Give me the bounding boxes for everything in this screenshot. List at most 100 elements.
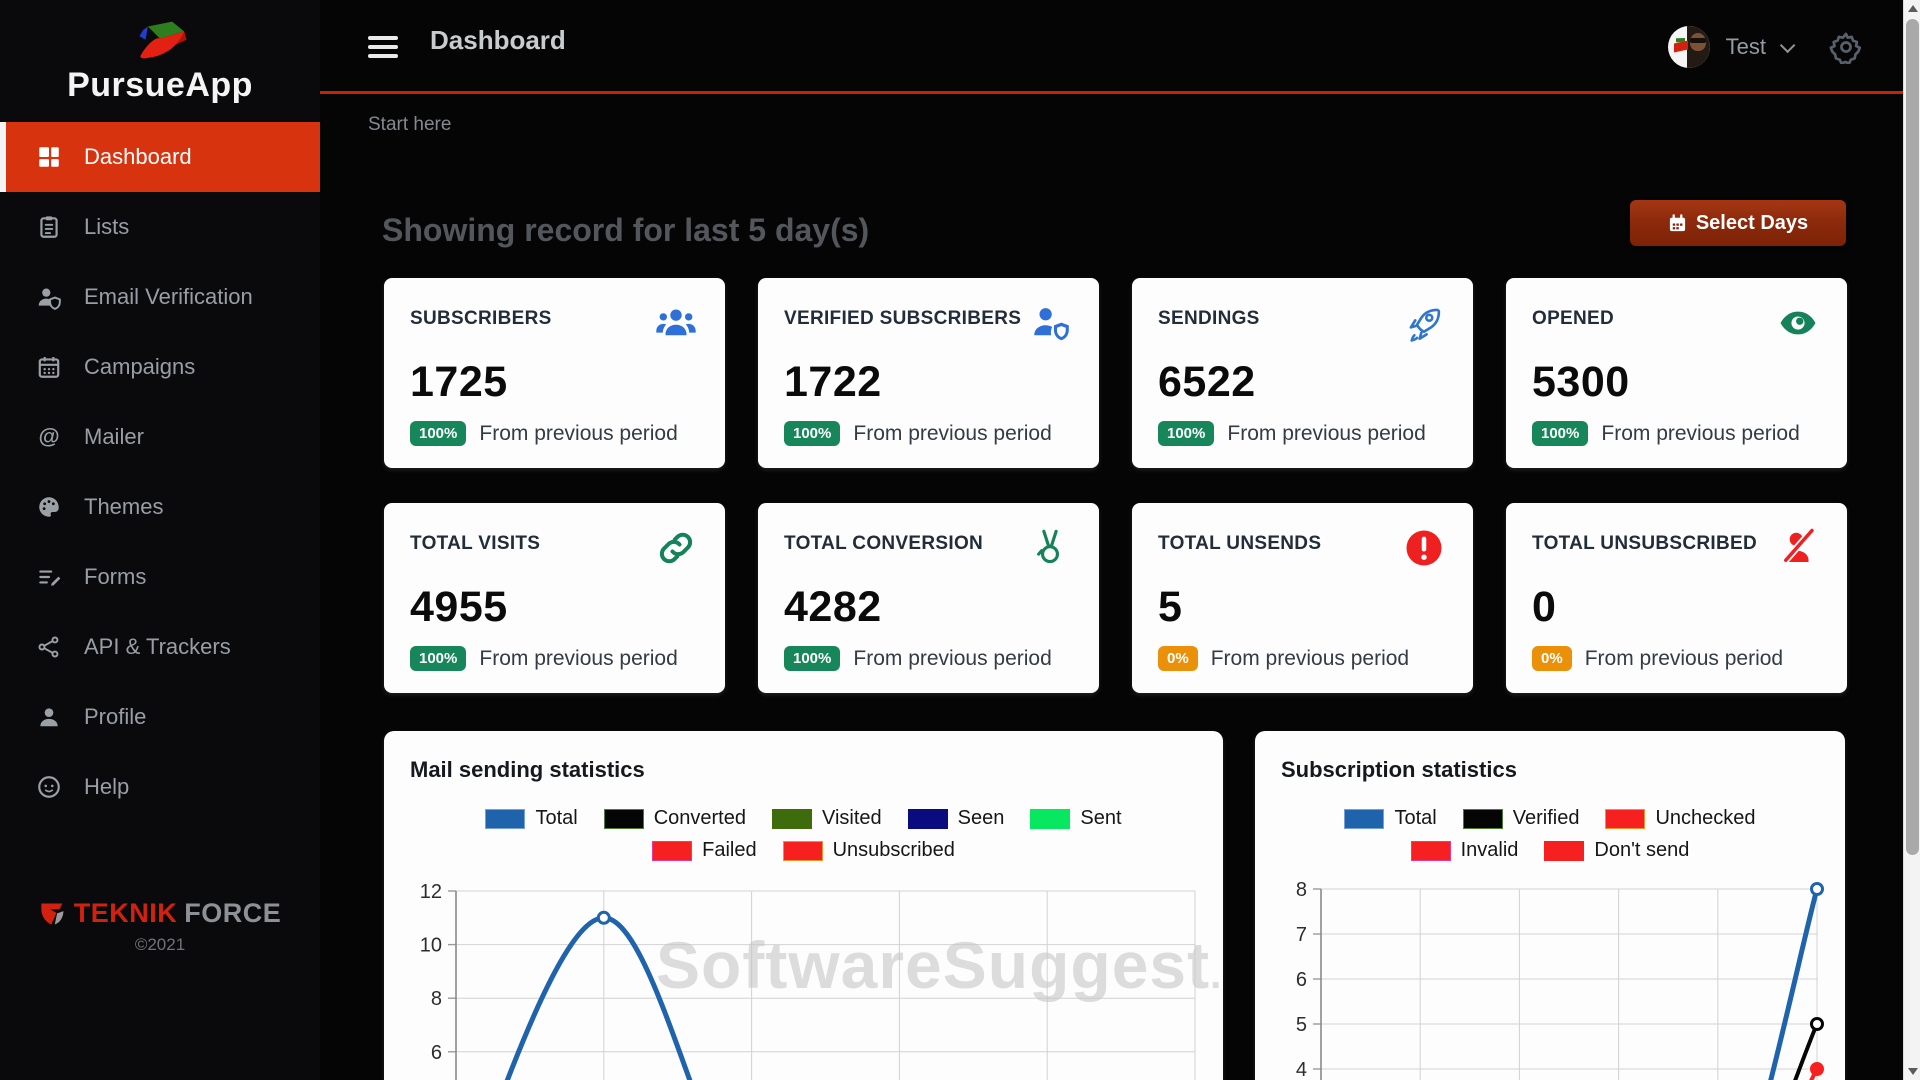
chart-legend: Total Verified Unchecked Invalid Don't send [1255, 807, 1845, 862]
legend-label: Failed [702, 839, 757, 861]
legend-swatch [782, 840, 823, 861]
legend-label: Visited [821, 807, 882, 829]
stat-card-label: SUBSCRIBERS [410, 308, 552, 329]
stat-card-label: TOTAL CONVERSION [784, 533, 984, 554]
legend-swatch [1605, 808, 1646, 829]
sidebar-item-lists[interactable]: Lists [0, 192, 320, 262]
legend-item-total[interactable]: Total [485, 807, 578, 830]
stat-card-value: 5300 [1532, 358, 1630, 406]
percentage-badge: 100% [784, 421, 841, 446]
sidebar: PursueApp Dashboard Lists Email Verificati… [0, 0, 320, 1080]
gear-icon[interactable] [1829, 30, 1863, 65]
dashboard-icon [36, 144, 62, 170]
percentage-badge: 100% [1158, 421, 1215, 446]
legend-swatch [603, 808, 644, 829]
legend-item-unchecked[interactable]: Unchecked [1605, 807, 1756, 830]
line-chart: 876543210 [1275, 877, 1825, 1080]
mailer-icon: @ [36, 424, 62, 450]
legend-swatch [485, 808, 526, 829]
top-bar: Dashboard Test [320, 0, 1903, 94]
forms-icon [36, 564, 62, 590]
stat-card-label: TOTAL VISITS [410, 533, 541, 554]
stat-card-label: TOTAL UNSENDS [1158, 533, 1322, 554]
percentage-badge: 0% [1158, 646, 1198, 671]
stat-card-verified-subscribers: VERIFIED SUBSCRIBERS 1722 100% From previou… [758, 278, 1099, 468]
select-days-button[interactable]: Select Days [1630, 200, 1846, 246]
menu-toggle-icon[interactable] [368, 36, 398, 63]
vertical-scrollbar[interactable] [1903, 0, 1920, 1080]
campaigns-icon [36, 354, 62, 380]
legend-item-verified[interactable]: Verified [1462, 807, 1579, 830]
app-logo[interactable]: PursueApp [0, 0, 320, 105]
sidebar-item-api-trackers[interactable]: API & Trackers [0, 612, 320, 682]
legend-label: Total [1394, 807, 1437, 829]
legend-item-don-t-send[interactable]: Don't send [1544, 839, 1689, 862]
sidebar-item-email-verification[interactable]: Email Verification [0, 262, 320, 332]
scroll-up-arrow[interactable] [1904, 0, 1920, 17]
sidebar-item-label: Profile [84, 704, 147, 729]
sidebar-item-label: Help [84, 774, 130, 799]
legend-item-converted[interactable]: Converted [603, 807, 746, 830]
stat-card-note: From previous period [479, 646, 678, 670]
legend-item-total[interactable]: Total [1344, 807, 1437, 830]
legend-label: Invalid [1460, 839, 1519, 861]
sidebar-item-campaigns[interactable]: Campaigns [0, 332, 320, 402]
user-name[interactable]: Test [1725, 34, 1766, 59]
stat-card-total-unsubscribed: TOTAL UNSUBSCRIBED 0 0% From previous perio… [1506, 503, 1847, 693]
legend-item-visited[interactable]: Visited [771, 807, 882, 830]
sidebar-item-profile[interactable]: Profile [0, 682, 320, 752]
chart-legend: Total Converted Visited Seen Sent Failed Unsub… [384, 807, 1223, 862]
legend-item-failed[interactable]: Failed [652, 839, 757, 862]
sidebar-item-mailer[interactable]: @ Mailer [0, 402, 320, 472]
records-heading: Showing record for last 5 day(s) [382, 212, 870, 248]
user-slash-icon [1775, 527, 1821, 569]
legend-item-invalid[interactable]: Invalid [1410, 839, 1519, 862]
chart-title: Subscription statistics [1281, 757, 1517, 782]
legend-label: Converted [653, 807, 746, 829]
avatar[interactable] [1667, 26, 1710, 68]
stat-card-value: 1725 [410, 358, 508, 406]
subscription-statistics-card: Subscription statistics Total Verified Unc… [1255, 731, 1845, 1080]
chevron-down-icon[interactable] [1779, 37, 1796, 53]
sidebar-item-forms[interactable]: Forms [0, 542, 320, 612]
stat-card-note: From previous period [1210, 646, 1410, 670]
stat-card-value: 6522 [1158, 358, 1256, 406]
link-icon [653, 527, 699, 569]
stat-card-note: From previous period [1227, 421, 1426, 445]
mail-sending-statistics-card: Mail sending statistics Total Converted Vi… [384, 731, 1223, 1080]
legend-label: Don't send [1594, 839, 1690, 861]
sidebar-item-label: Lists [84, 214, 130, 239]
svg-text:10: 10 [420, 935, 442, 957]
legend-swatch [1410, 840, 1451, 861]
brand-footer: TEKNIK FORCE ©2021 [0, 898, 320, 955]
stat-card-label: SENDINGS [1158, 308, 1260, 329]
app-logo-icon [139, 21, 187, 59]
legend-label: Unchecked [1655, 807, 1756, 829]
sidebar-item-help[interactable]: Help [0, 752, 320, 822]
legend-item-seen[interactable]: Seen [907, 807, 1004, 830]
legend-label: Sent [1080, 807, 1122, 829]
user-shield-icon [1027, 302, 1073, 344]
stat-card-note: From previous period [853, 646, 1052, 670]
sidebar-item-themes[interactable]: Themes [0, 472, 320, 542]
svg-text:6: 6 [431, 1042, 442, 1064]
sidebar-item-label: Forms [84, 564, 147, 589]
sidebar-item-label: Themes [84, 494, 164, 519]
legend-item-unsubscribed[interactable]: Unsubscribed [782, 839, 955, 862]
sidebar-item-label: Email Verification [84, 284, 253, 309]
percentage-badge: 100% [784, 646, 841, 671]
rocket-icon [1401, 302, 1447, 344]
scroll-down-arrow[interactable] [1904, 1063, 1920, 1080]
chart-canvas: 121086420 [420, 881, 1196, 1080]
sidebar-item-dashboard[interactable]: Dashboard [0, 122, 320, 192]
stat-card-value: 4955 [410, 583, 508, 631]
stat-card-note: From previous period [479, 421, 678, 445]
legend-item-sent[interactable]: Sent [1030, 807, 1122, 830]
legend-swatch [907, 808, 948, 829]
user-menu: Test [1667, 0, 1863, 94]
lists-icon [36, 214, 62, 240]
stat-cards-grid: SUBSCRIBERS 1725 100% From previous period V… [384, 278, 1847, 693]
scrollbar-thumb[interactable] [1906, 19, 1919, 855]
users-group-icon [653, 302, 699, 344]
